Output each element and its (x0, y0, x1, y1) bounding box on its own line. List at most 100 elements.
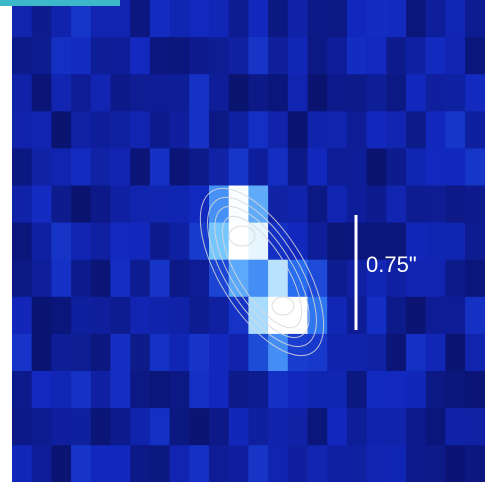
pixel (426, 148, 446, 186)
pixel (209, 445, 229, 482)
pixel (111, 408, 131, 446)
pixel (386, 334, 406, 372)
pixel (465, 371, 485, 409)
pixel (406, 0, 426, 38)
pixel (32, 408, 52, 446)
pixel (150, 408, 170, 446)
pixel (386, 371, 406, 409)
pixel (91, 445, 111, 482)
pixel (445, 260, 465, 298)
pixel (445, 334, 465, 372)
pixel (209, 0, 229, 38)
pixel (189, 0, 209, 38)
pixel (327, 37, 347, 75)
pixel (445, 408, 465, 446)
pixel (150, 445, 170, 482)
pixel (189, 371, 209, 409)
pixel (386, 408, 406, 446)
pixel (111, 148, 131, 186)
pixel (51, 445, 71, 482)
pixel (367, 371, 387, 409)
pixel (268, 260, 288, 298)
pixel (12, 334, 32, 372)
pixel (406, 408, 426, 446)
pixel (12, 260, 32, 298)
pixel (209, 37, 229, 75)
pixel (308, 334, 328, 372)
pixel (91, 334, 111, 372)
pixel (209, 111, 229, 149)
pixel (288, 408, 308, 446)
pixel (465, 148, 485, 186)
pixel (229, 334, 249, 372)
pixel (367, 0, 387, 38)
pixel (71, 445, 91, 482)
pixel (111, 334, 131, 372)
pixel (386, 186, 406, 224)
pixel (111, 445, 131, 482)
pixel (465, 334, 485, 372)
pixel (445, 148, 465, 186)
pixel (130, 186, 150, 224)
pixel (288, 111, 308, 149)
pixel (327, 186, 347, 224)
pixel (12, 445, 32, 482)
pixel (91, 74, 111, 112)
pixel (248, 445, 268, 482)
pixel (71, 37, 91, 75)
pixel (445, 111, 465, 149)
pixel (51, 37, 71, 75)
pixel (248, 297, 268, 335)
pixel (406, 74, 426, 112)
pixel (189, 223, 209, 261)
pixel (32, 37, 52, 75)
pixel (386, 297, 406, 335)
pixel (71, 223, 91, 261)
pixel (170, 111, 190, 149)
pixel (150, 334, 170, 372)
pixel (130, 408, 150, 446)
pixel (426, 186, 446, 224)
pixel (268, 334, 288, 372)
pixel (209, 408, 229, 446)
pixel (288, 334, 308, 372)
pixel (32, 74, 52, 112)
pixel (426, 111, 446, 149)
pixel (347, 111, 367, 149)
pixel (111, 74, 131, 112)
pixel (229, 223, 249, 261)
pixel (209, 371, 229, 409)
pixel (426, 223, 446, 261)
pixel (406, 334, 426, 372)
pixel (91, 408, 111, 446)
pixel (170, 0, 190, 38)
pixel (347, 445, 367, 482)
pixel (32, 334, 52, 372)
pixel (170, 371, 190, 409)
pixel (170, 297, 190, 335)
pixel (426, 445, 446, 482)
pixel (91, 111, 111, 149)
pixel (406, 186, 426, 224)
pixel (406, 445, 426, 482)
pixel (327, 445, 347, 482)
pixel (445, 0, 465, 38)
pixel (12, 223, 32, 261)
pixel (308, 111, 328, 149)
pixel (288, 297, 308, 335)
pixel (445, 74, 465, 112)
pixel (71, 148, 91, 186)
pixel (130, 334, 150, 372)
scale-label: 0.75" (366, 252, 417, 277)
pixel (51, 371, 71, 409)
screenshot: 0.75" (0, 0, 485, 482)
pixel (32, 111, 52, 149)
pixel (12, 186, 32, 224)
pixel (465, 0, 485, 38)
pixel (465, 445, 485, 482)
pixel (367, 37, 387, 75)
pixel (111, 297, 131, 335)
sky-image: 0.75" (0, 0, 485, 482)
pixel (367, 445, 387, 482)
top-strip (0, 0, 120, 6)
